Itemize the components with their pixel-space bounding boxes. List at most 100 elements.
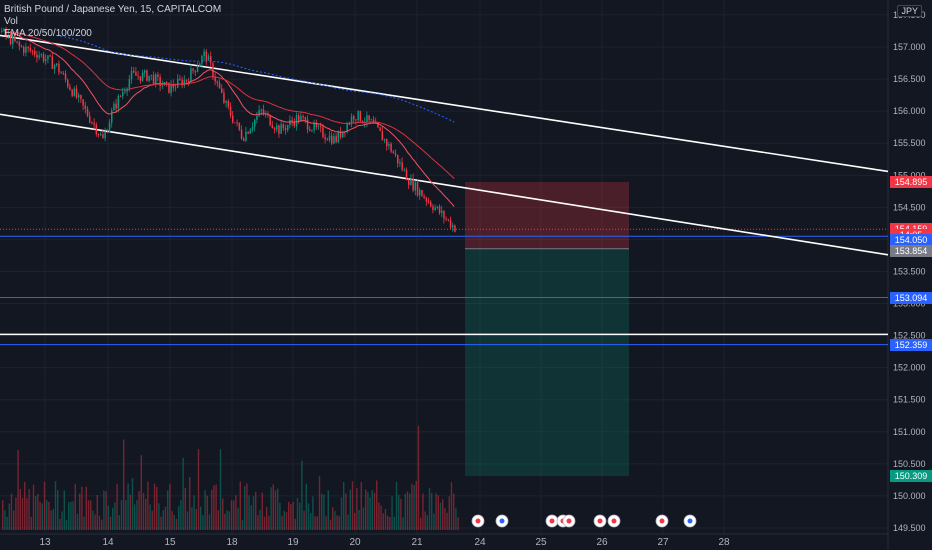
- candle-body: [25, 46, 27, 53]
- event-icon-dot: [566, 518, 572, 524]
- volume-bar: [193, 495, 195, 530]
- candle-body: [254, 119, 256, 127]
- candle-body: [313, 122, 315, 131]
- candle-body: [355, 119, 357, 121]
- volume-bar: [76, 513, 79, 530]
- volume-bar: [195, 508, 197, 530]
- event-icon-dot: [475, 518, 481, 524]
- candle-body: [159, 76, 161, 87]
- candle-body: [190, 68, 192, 82]
- time-tick-label: 21: [411, 537, 423, 548]
- volume-bar: [376, 480, 378, 530]
- candle-body: [194, 70, 197, 72]
- volume-bar: [96, 495, 98, 530]
- candle-body: [269, 115, 271, 126]
- volume-bar: [343, 482, 345, 530]
- volume-bar: [305, 483, 307, 530]
- candle-body: [403, 169, 406, 171]
- volume-bar: [230, 500, 233, 530]
- volume-bar: [248, 495, 250, 530]
- volume-bar: [338, 516, 340, 530]
- price-axis-label: 153.854: [890, 244, 932, 257]
- price-axis-label: 153.094: [890, 291, 932, 304]
- volume-bar: [365, 489, 367, 530]
- volume-bar: [4, 510, 6, 530]
- volume-bar: [191, 507, 193, 530]
- candle-body: [122, 92, 124, 97]
- candle-body: [135, 72, 137, 76]
- candle-body: [152, 74, 155, 84]
- candle-body: [227, 100, 230, 107]
- candle-body: [249, 129, 252, 134]
- candle-body: [141, 72, 144, 81]
- volume-bar: [268, 515, 270, 530]
- volume-bar: [433, 513, 435, 530]
- candle-body: [408, 180, 410, 186]
- volume-bar: [369, 497, 371, 530]
- candle-body: [97, 134, 100, 136]
- event-icon-dot: [597, 518, 603, 524]
- currency-badge[interactable]: JPY: [897, 5, 922, 17]
- volume-bar: [409, 493, 411, 530]
- volume-bar: [197, 448, 200, 530]
- volume-bar: [259, 509, 261, 530]
- volume-bar: [362, 507, 365, 530]
- candle-body: [399, 162, 401, 164]
- volume-bar: [131, 478, 134, 530]
- volume-bar: [116, 483, 118, 530]
- volume-bar: [314, 516, 316, 530]
- candle-body: [56, 63, 58, 66]
- candle-body: [144, 70, 146, 73]
- candle-body: [298, 115, 300, 121]
- candle-body: [419, 190, 421, 196]
- candle-body: [31, 50, 34, 52]
- candle-body: [287, 125, 289, 130]
- volume-bar: [318, 476, 321, 530]
- candle-body: [232, 115, 234, 123]
- volume-bar: [349, 489, 351, 530]
- volume-bar: [149, 504, 151, 530]
- price-axis-label: 152.359: [890, 338, 932, 351]
- event-icon-dot: [659, 518, 665, 524]
- channel-upper-line: [0, 34, 889, 173]
- volume-bar: [312, 496, 314, 530]
- candle-body: [148, 75, 150, 81]
- volume-bar: [450, 482, 453, 530]
- volume-bar: [50, 510, 52, 530]
- volume-bar: [94, 514, 96, 530]
- candle-body: [383, 139, 386, 141]
- volume-bar: [32, 484, 35, 530]
- volume-bar: [285, 511, 288, 530]
- candle-body: [7, 34, 10, 36]
- volume-bar: [123, 439, 125, 530]
- volume-bar: [57, 490, 59, 530]
- volume-bar: [457, 517, 459, 530]
- volume-bar: [17, 450, 19, 530]
- candle-body: [18, 42, 21, 47]
- candle-body: [12, 36, 14, 45]
- candle-body: [331, 135, 333, 144]
- price-tick-label: 152.000: [893, 363, 926, 373]
- volume-bar: [65, 519, 68, 530]
- candle-body: [102, 134, 104, 139]
- candle-body: [412, 178, 414, 191]
- volume-bar: [46, 500, 48, 530]
- candle-body: [5, 28, 7, 36]
- volume-bar: [120, 500, 123, 530]
- volume-bar: [354, 512, 356, 530]
- time-tick-label: 25: [535, 537, 547, 548]
- candle-body: [69, 86, 71, 90]
- candle-body: [304, 117, 307, 120]
- volume-bar: [61, 511, 63, 530]
- candle-body: [20, 46, 23, 47]
- candle-body: [370, 119, 373, 121]
- volume-bar: [13, 510, 15, 530]
- candle-body: [130, 70, 133, 80]
- candle-body: [333, 136, 335, 144]
- candle-body: [117, 96, 120, 109]
- candle-body: [14, 36, 16, 42]
- volume-bar: [252, 496, 255, 530]
- candle-body: [139, 76, 142, 81]
- price-tick-label: 156.500: [893, 74, 926, 84]
